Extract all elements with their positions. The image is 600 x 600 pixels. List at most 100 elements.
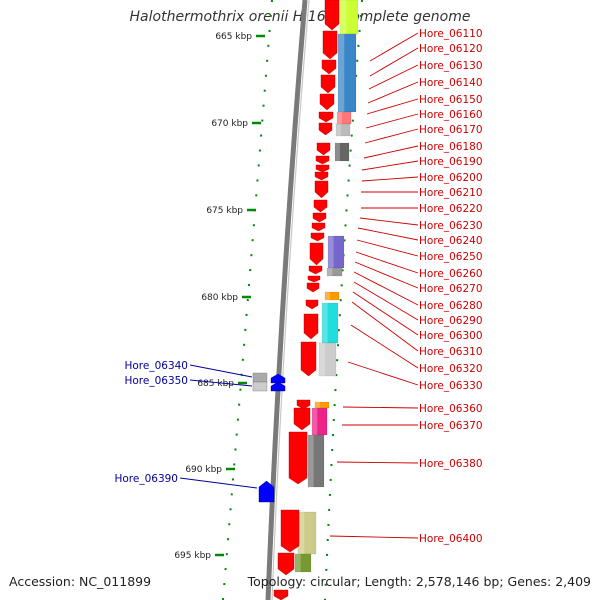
connector-line bbox=[366, 98, 419, 115]
gene-label-right: Hore_06200 bbox=[419, 172, 483, 184]
gene-label-right: Hore_06160 bbox=[419, 109, 483, 121]
connector-line bbox=[352, 291, 419, 336]
gene-label-right: Hore_06110 bbox=[419, 28, 483, 40]
gene-label-right: Hore_06240 bbox=[419, 235, 483, 247]
forward-gene-arrow bbox=[315, 164, 330, 173]
connector-line bbox=[369, 32, 419, 62]
feature-block bbox=[307, 434, 325, 488]
forward-gene-arrow bbox=[320, 74, 336, 94]
gene-label-right: Hore_06380 bbox=[419, 458, 483, 470]
connector-line bbox=[350, 324, 419, 369]
gene-label-right: Hore_06320 bbox=[419, 363, 483, 375]
connector-line bbox=[189, 379, 253, 387]
feature-block-shine bbox=[295, 554, 301, 572]
forward-gene-arrow bbox=[288, 431, 308, 485]
feature-block-shine bbox=[327, 268, 333, 276]
feature-block bbox=[324, 291, 340, 301]
tick-label: 670 kbp bbox=[211, 119, 248, 129]
gene-label-right: Hore_06360 bbox=[419, 403, 483, 415]
feature-block bbox=[294, 553, 312, 573]
connector-line bbox=[347, 361, 419, 386]
feature-block-shine bbox=[298, 512, 305, 554]
tick-label: 665 kbp bbox=[215, 32, 252, 42]
feature-block bbox=[326, 267, 343, 277]
gene-label-right: Hore_06210 bbox=[419, 187, 483, 199]
feature-block-shine bbox=[325, 292, 330, 300]
connector-line bbox=[342, 406, 419, 409]
map-title: Halothermothrix orenii H 168, complete g… bbox=[129, 9, 471, 25]
accession-text: Accession: NC_011899 bbox=[9, 574, 152, 589]
feature-block-shine bbox=[336, 124, 341, 136]
gene-label-right: Hore_06280 bbox=[419, 300, 483, 312]
connector-line bbox=[354, 261, 419, 289]
tick-label: 685 kbp bbox=[197, 379, 234, 389]
feature-block bbox=[252, 381, 268, 392]
connector-line bbox=[336, 461, 419, 464]
tick-label: 695 kbp bbox=[174, 551, 211, 561]
gene-label-right: Hore_06400 bbox=[419, 533, 483, 545]
gene-label-right: Hore_06170 bbox=[419, 124, 483, 136]
forward-gene-arrow bbox=[306, 282, 320, 293]
forward-gene-arrow bbox=[319, 93, 335, 111]
gene-label-right: Hore_06230 bbox=[419, 220, 483, 232]
feature-block-shine bbox=[315, 402, 320, 408]
gene-label-right: Hore_06130 bbox=[419, 60, 483, 72]
topology-text: Topology: circular; Length: 2,578,146 bp… bbox=[247, 574, 591, 589]
forward-gene-arrow bbox=[307, 275, 321, 283]
gene-label-right: Hore_06310 bbox=[419, 346, 483, 358]
connector-line bbox=[368, 64, 419, 90]
gene-label-left: Hore_06340 bbox=[124, 360, 188, 372]
ruler-arc-left bbox=[222, 0, 273, 600]
connector-line bbox=[359, 217, 419, 226]
forward-gene-arrow bbox=[314, 171, 329, 181]
gene-label-right: Hore_06300 bbox=[419, 330, 483, 342]
reverse-gene-arrow bbox=[270, 381, 286, 392]
feature-block bbox=[335, 123, 351, 137]
forward-gene-arrow bbox=[312, 212, 327, 223]
forward-gene-arrow bbox=[303, 313, 319, 340]
genome-backbone bbox=[265, 0, 308, 600]
forward-gene-arrow bbox=[293, 407, 311, 431]
forward-gene-arrow bbox=[313, 199, 328, 213]
gene-label-right: Hore_06180 bbox=[419, 141, 483, 153]
connector-line bbox=[364, 128, 419, 144]
gene-label-right: Hore_06150 bbox=[419, 94, 483, 106]
connector-line bbox=[179, 477, 258, 489]
forward-gene-arrow bbox=[273, 589, 289, 600]
forward-gene-arrow bbox=[314, 180, 329, 199]
connector-line bbox=[355, 251, 419, 274]
connector-line bbox=[369, 47, 419, 77]
gene-label-right: Hore_06370 bbox=[419, 420, 483, 432]
feature-block-shine bbox=[328, 236, 334, 268]
feature-block bbox=[252, 372, 268, 383]
connector-line bbox=[361, 160, 419, 171]
connector-line bbox=[363, 145, 419, 159]
connector-line bbox=[351, 301, 419, 352]
gene-label-right: Hore_06260 bbox=[419, 268, 483, 280]
forward-gene-arrow bbox=[277, 552, 295, 576]
connector-line bbox=[361, 176, 419, 182]
forward-gene-arrow bbox=[308, 265, 323, 275]
feature-block bbox=[318, 342, 337, 377]
connector-line bbox=[357, 227, 419, 241]
connector-line bbox=[367, 81, 419, 104]
gene-label-right: Hore_06190 bbox=[419, 156, 483, 168]
forward-gene-arrow bbox=[309, 242, 324, 266]
forward-gene-arrow bbox=[311, 222, 326, 232]
feature-block-shine bbox=[322, 303, 328, 343]
ruler-arc-right bbox=[324, 0, 363, 600]
feature-block bbox=[334, 142, 350, 162]
feature-block-shine bbox=[308, 435, 314, 487]
connector-line bbox=[329, 535, 419, 539]
gene-label-right: Hore_06270 bbox=[419, 283, 483, 295]
forward-gene-arrow bbox=[321, 59, 337, 75]
feature-block-shine bbox=[340, 0, 347, 34]
forward-gene-arrow bbox=[322, 30, 338, 60]
tick-label: 690 kbp bbox=[185, 465, 222, 475]
gene-label-right: Hore_06140 bbox=[419, 77, 483, 89]
reverse-gene-arrow bbox=[258, 480, 275, 503]
gene-label-left: Hore_06350 bbox=[124, 375, 188, 387]
feature-block-shine bbox=[337, 112, 342, 124]
connector-line bbox=[353, 281, 419, 321]
